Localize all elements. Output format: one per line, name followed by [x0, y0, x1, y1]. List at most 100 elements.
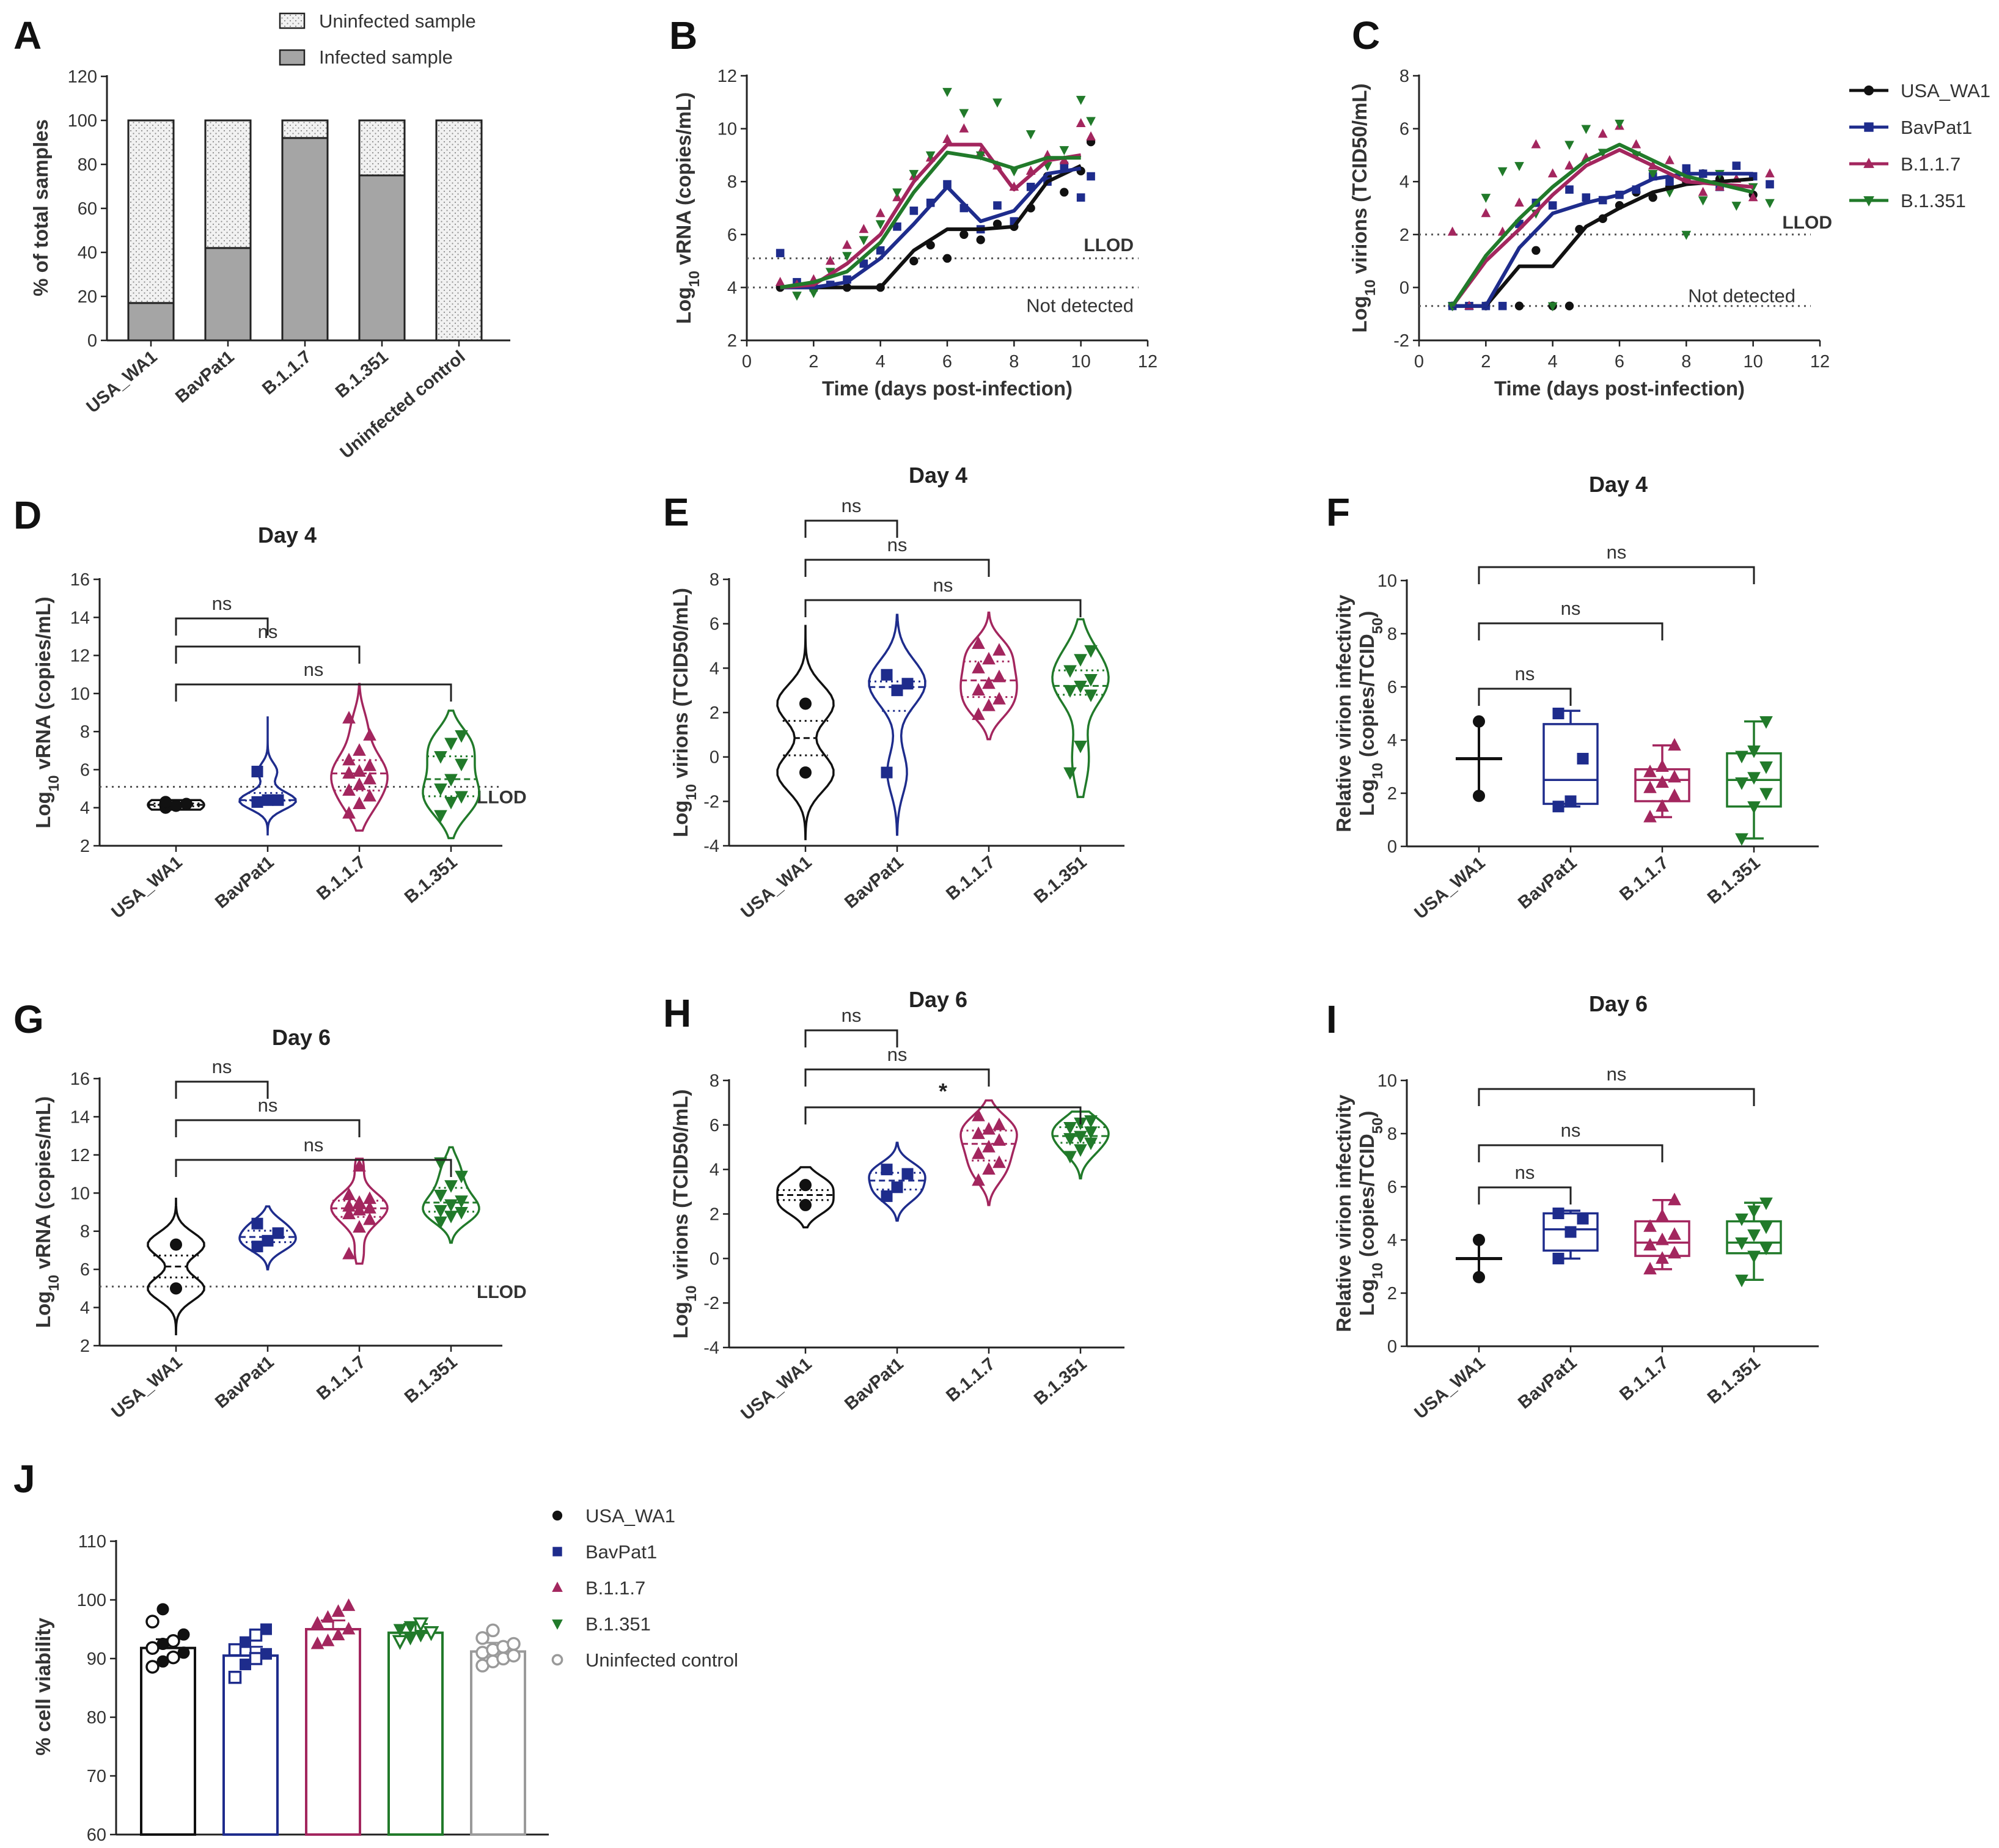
x-tick-label: 6 — [1615, 352, 1624, 372]
data-point-B.1.351 — [1735, 1213, 1748, 1226]
data-point-B.1.351 — [434, 783, 447, 796]
data-point-B.1.351 — [1759, 1221, 1773, 1234]
y-tick-label: 4 — [710, 659, 719, 678]
data-point-B.1.351 — [455, 1207, 468, 1220]
y-tick-label: 90 — [87, 1649, 106, 1669]
data-point-B.1.351 — [434, 1189, 447, 1203]
data-point-B.1.351 — [1759, 1242, 1773, 1256]
y-tick-label: 8 — [710, 570, 719, 590]
bar-infected — [204, 247, 252, 342]
data-point-BavPat1 — [1577, 752, 1589, 765]
series-line-B.1.351 — [780, 150, 1081, 290]
box-BavPat1 — [1542, 723, 1599, 805]
data-point-B.1.1.7 — [1656, 775, 1669, 788]
x-tick-label: BavPat1 — [172, 347, 238, 407]
data-point-B.1.1.7 — [992, 692, 1006, 705]
data-point-B.1.1.7 — [353, 1195, 366, 1208]
y-tick-label: 12 — [717, 67, 737, 86]
data-point-B.1.351 — [455, 791, 468, 804]
bar-B.1.1.7 — [305, 1628, 361, 1836]
x-tick-label: 2 — [1481, 352, 1491, 372]
significance-bracket — [804, 1106, 1082, 1124]
panel-label: G — [13, 997, 44, 1041]
y-tick-label: 2 — [80, 1336, 90, 1356]
significance-label: ns — [887, 534, 908, 556]
legend-label: BavPat1 — [585, 1541, 657, 1563]
data-point-BavPat1 — [901, 678, 914, 690]
legend-marker-B.1.1.7 — [1863, 158, 1874, 168]
significance-bracket — [175, 1159, 452, 1177]
y-axis-label: Log10 vRNA (copies/mL) — [32, 596, 62, 828]
legend-label: B.1.351 — [1901, 190, 1966, 211]
y-tick-label: 6 — [1387, 678, 1397, 697]
y-tick-label: 10 — [1377, 571, 1397, 591]
panel-D: D Day 4 2 4 6 8 10 12 14 16 Log10 vRNA (copies/mL)… — [13, 493, 527, 922]
x-tick-label: 4 — [876, 352, 886, 372]
y-axis-label-line1: Relative virion infectivity — [1332, 594, 1355, 832]
data-point-B.1.1.7 — [1631, 139, 1641, 148]
x-tick-label: 6 — [942, 352, 952, 372]
y-tick-label: -2 — [703, 1294, 719, 1313]
significance-label: ns — [258, 621, 278, 642]
data-point-B.1.1.7 — [1597, 128, 1608, 138]
bar-infected — [127, 302, 175, 342]
data-point-B.1.351 — [444, 1199, 458, 1212]
data-point-BavPat1 — [1552, 1208, 1564, 1219]
data-point-BavPat1 — [1548, 201, 1557, 210]
data-point-B.1.351 — [1084, 689, 1098, 703]
data-point-B.1.1.7 — [1514, 197, 1524, 207]
data-point-B.1.351 — [1581, 125, 1591, 134]
legend-marker-USA_WA1 — [552, 1510, 563, 1521]
significance-label: ns — [304, 1134, 324, 1156]
data-point-B.1.351 — [455, 758, 468, 772]
data-point-B.1.1.7 — [342, 711, 356, 724]
data-point-BavPat1 — [262, 794, 274, 806]
data-point-B.1.1.7 — [972, 707, 985, 721]
y-tick-label: 60 — [78, 199, 97, 219]
reference-label: LLOD — [1782, 213, 1832, 233]
x-tick-label: B.1.351 — [401, 1352, 461, 1407]
data-point-B.1.351 — [413, 1617, 429, 1633]
data-point-B.1.351 — [1063, 1133, 1077, 1146]
bar-Uninfected control — [470, 1650, 526, 1836]
x-tick-label: 4 — [1548, 352, 1558, 372]
y-tick-label: 2 — [1399, 226, 1409, 245]
data-point-B.1.1.7 — [972, 636, 985, 649]
significance-bracket — [1478, 622, 1663, 640]
y-tick-label: 0 — [87, 331, 97, 351]
y-tick-label: 80 — [87, 1708, 106, 1728]
y-tick-label: 0 — [1387, 837, 1397, 857]
x-tick-label: 12 — [1138, 352, 1157, 372]
data-point-BavPat1 — [881, 766, 893, 779]
legend-marker-USA_WA1 — [1863, 85, 1874, 96]
x-tick-label: USA_WA1 — [83, 347, 161, 417]
significance-label: ns — [1515, 1162, 1535, 1183]
data-point-BavPat1 — [881, 1164, 893, 1176]
significance-label: ns — [842, 1005, 862, 1026]
data-point-B.1.351 — [792, 292, 802, 301]
data-point-B.1.351 — [1735, 1274, 1748, 1288]
data-point-BavPat1 — [1582, 193, 1591, 202]
bar-USA_WA1 — [140, 1646, 196, 1836]
data-point-B.1.1.7 — [342, 1247, 356, 1260]
data-point-USA_WA1 — [1531, 246, 1541, 255]
y-tick-label: 8 — [1387, 1124, 1397, 1144]
data-point-B.1.351 — [1514, 162, 1524, 171]
data-point-B.1.1.7 — [1447, 226, 1458, 236]
y-tick-label: 110 — [78, 1532, 106, 1552]
data-point-B.1.1.7 — [342, 1598, 356, 1612]
data-point-B.1.1.7 — [825, 255, 835, 265]
significance-bracket — [1478, 688, 1572, 706]
data-point-USA_WA1 — [166, 1634, 180, 1648]
panel-label: H — [663, 991, 691, 1035]
panel-title: Day 6 — [909, 987, 967, 1012]
data-point-B.1.351 — [1747, 801, 1761, 814]
legend-label: BavPat1 — [1901, 117, 1972, 138]
reference-label: LLOD — [477, 1282, 527, 1302]
legend-label: B.1.351 — [585, 1613, 651, 1635]
y-tick-label: 8 — [710, 1071, 719, 1091]
data-point-BavPat1 — [776, 249, 785, 257]
data-point-B.1.1.7 — [842, 240, 852, 249]
x-tick-label: B.1.1.7 — [942, 1354, 999, 1406]
